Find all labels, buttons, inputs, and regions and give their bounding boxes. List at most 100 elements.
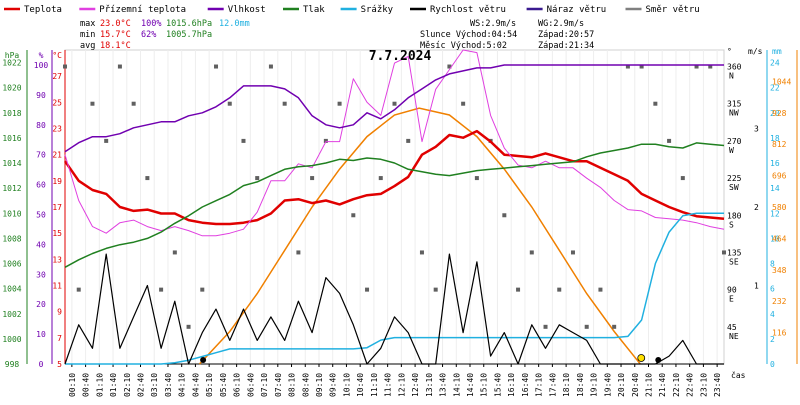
- x-tick-label: 16:10: [507, 373, 516, 397]
- tick-label-deg: 45: [727, 323, 737, 332]
- tick-label-mm: 18: [770, 134, 780, 143]
- tick-label-mm: 12: [770, 209, 780, 218]
- x-tick-label: 22:10: [672, 373, 681, 397]
- wind-dir-point: [117, 64, 122, 69]
- tick-label-temp: 19: [52, 177, 62, 186]
- tick-label-pct: 40: [36, 240, 46, 249]
- moon-set-info: Západ:21:34: [538, 41, 594, 51]
- x-tick-label: 08:40: [301, 373, 310, 397]
- stat-value: 1015.6hPa: [166, 19, 212, 29]
- x-tick-label: 20:10: [617, 373, 626, 397]
- tick-label-deg: 270: [727, 137, 742, 146]
- axis-unit-hpa: hPa: [5, 51, 20, 60]
- tick-label-mm: 4: [770, 310, 775, 319]
- wind-dir-point: [90, 101, 95, 106]
- x-tick-label: 01:40: [109, 373, 118, 397]
- tick-label-temp: 11: [52, 282, 62, 291]
- x-tick-label: 23:40: [713, 373, 722, 397]
- series-line-rychlost-větru: [64, 253, 724, 365]
- tick-label-pct: 90: [36, 91, 46, 100]
- tick-label-temp: 13: [52, 255, 62, 264]
- tick-label-deg: 225: [727, 174, 742, 183]
- legend-label: Směr větru: [646, 5, 700, 15]
- x-tick-label: 06:10: [233, 373, 242, 397]
- x-tick-label: 21:40: [658, 373, 667, 397]
- wind-dir-point: [474, 176, 479, 181]
- wind-dir-point: [680, 176, 685, 181]
- tick-label-hpa: 1002: [2, 310, 21, 319]
- legend-label: Náraz větru: [547, 5, 607, 15]
- x-tick-label: 10:10: [342, 373, 351, 397]
- tick-label-dir: SE: [729, 257, 739, 266]
- wind-dir-point: [667, 138, 672, 143]
- x-tick-label: 02:10: [123, 373, 132, 397]
- tick-label-pct: 80: [36, 121, 46, 130]
- tick-label-deg: 90: [727, 286, 737, 295]
- series-line-vlhkost: [64, 64, 724, 153]
- wind-dir-point: [598, 287, 603, 292]
- wind-dir-point: [200, 287, 205, 292]
- wind-dir-point: [447, 64, 452, 69]
- wind-dir-point: [557, 287, 562, 292]
- wind-dir-point: [612, 324, 617, 329]
- tick-label-mm: 10: [770, 234, 780, 243]
- x-tick-label: 13:40: [439, 373, 448, 397]
- series-line-tlak: [64, 142, 725, 268]
- x-tick-label: 05:10: [205, 373, 214, 397]
- tick-label-wm2: 464: [772, 234, 787, 243]
- stat-value: 100%: [141, 19, 161, 29]
- moonrise-marker: [200, 357, 207, 363]
- wind-dir-point: [406, 138, 411, 143]
- tick-label-deg: 360: [727, 63, 742, 72]
- wind-dir-point: [214, 64, 219, 69]
- x-tick-label: 08:10: [288, 373, 297, 397]
- tick-label-mm: 24: [770, 59, 780, 68]
- wind-dir-point: [159, 287, 164, 292]
- moon-info: Měsíc Východ:5:02: [420, 41, 507, 51]
- axis-unit-pct: %: [39, 51, 44, 60]
- x-tick-label: 20:40: [631, 373, 640, 397]
- tick-label-ms: 2: [754, 203, 759, 212]
- x-tick-label: 03:10: [150, 373, 159, 397]
- wind-dir-point: [365, 287, 370, 292]
- wind-dir-point: [104, 138, 109, 143]
- tick-label-pct: 10: [36, 330, 46, 339]
- x-tick-label: 14:40: [466, 373, 475, 397]
- x-tick-label: 19:10: [590, 373, 599, 397]
- x-tick-label: 06:40: [246, 373, 255, 397]
- tick-label-mm: 14: [770, 184, 780, 193]
- series-line-přízemní-teplota: [64, 49, 725, 237]
- tick-label-hpa: 1008: [2, 234, 21, 243]
- tick-label-wm2: 348: [772, 266, 787, 275]
- tick-label-hpa: 1014: [2, 159, 21, 168]
- tick-label-wm2: 580: [772, 203, 787, 212]
- x-tick-label: 22:40: [686, 373, 695, 397]
- tick-label-dir: S: [729, 220, 734, 229]
- tick-label-temp: 27: [52, 72, 62, 81]
- x-tick-label: 13:10: [425, 373, 434, 397]
- tick-label-hpa: 1020: [2, 84, 21, 93]
- x-tick-label: 09:40: [329, 373, 338, 397]
- tick-label-pct: 20: [36, 300, 46, 309]
- sunset-marker: [637, 354, 646, 362]
- wind-dir-point: [351, 213, 356, 218]
- wind-dir-point: [516, 287, 521, 292]
- x-tick-label: 19:40: [603, 373, 612, 397]
- tick-label-hpa: 1004: [2, 285, 21, 294]
- tick-label-wm2: 812: [772, 140, 787, 149]
- wind-dir-point: [694, 64, 699, 69]
- x-tick-label: 00:40: [82, 373, 91, 397]
- x-tick-label: 15:40: [493, 373, 502, 397]
- tick-label-temp: 21: [52, 151, 62, 160]
- tick-label-temp: 17: [52, 203, 62, 212]
- x-tick-label: 02:40: [137, 373, 146, 397]
- tick-label-dir: E: [729, 295, 734, 304]
- tick-label-dir: SW: [729, 183, 739, 192]
- axis-unit-mm: mm: [772, 47, 782, 56]
- tick-label-hpa: 1016: [2, 134, 21, 143]
- x-tick-label: 04:10: [178, 373, 187, 397]
- wind-dir-point: [433, 287, 438, 292]
- wind-dir-point: [419, 250, 424, 255]
- tick-label-wm2: 928: [772, 109, 787, 118]
- stat-value: 23.0°C: [100, 19, 131, 29]
